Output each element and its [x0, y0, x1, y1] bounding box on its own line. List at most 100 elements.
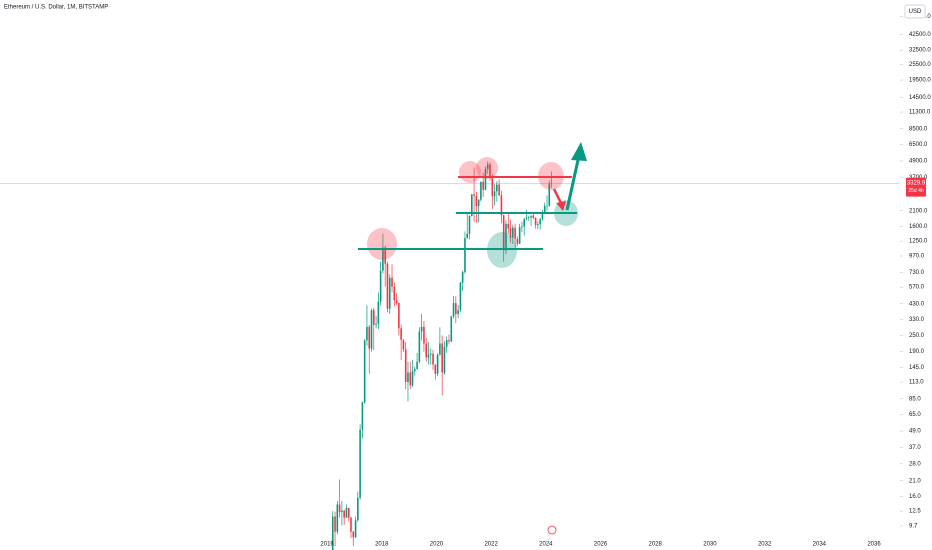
event-icon[interactable]	[547, 525, 557, 535]
candle-body	[347, 507, 350, 518]
y-tick-label: 16.0	[909, 494, 921, 500]
candle-body	[361, 402, 364, 430]
y-tick-label: 1600.0	[909, 224, 928, 230]
candle-body	[459, 282, 462, 311]
currency-label: USD	[909, 9, 922, 15]
candle-body	[484, 168, 487, 190]
arrow-down	[552, 188, 563, 204]
candle-body	[382, 247, 384, 271]
y-tick-label: 25500.0	[909, 62, 931, 68]
candle-body	[411, 371, 414, 386]
candle-body	[500, 195, 503, 216]
candle-body	[377, 301, 380, 324]
candle-body	[391, 277, 393, 287]
y-tick-label: 970.0	[909, 254, 925, 260]
candle-body	[425, 343, 428, 358]
y-tick-label: 42500.0	[909, 32, 931, 38]
candle-body	[345, 507, 348, 518]
candle-body	[439, 343, 441, 355]
arrow-up	[565, 159, 580, 211]
x-tick-label: 2016	[320, 542, 334, 548]
y-tick-label: 21.0	[909, 478, 921, 484]
candle-body	[498, 184, 500, 196]
y-tick-label: 12.5	[909, 509, 921, 515]
x-tick-label: 2024	[539, 542, 553, 548]
y-tick-label: 2100.0	[909, 208, 928, 214]
candle-body	[532, 215, 535, 218]
candle-body	[486, 164, 489, 169]
y-tick-label: 37.0	[909, 445, 921, 451]
candle-body	[523, 219, 525, 227]
candle-body	[480, 181, 482, 200]
candle-body	[409, 372, 412, 386]
candle-body	[402, 339, 405, 350]
candle-body	[384, 247, 386, 264]
candle-body	[530, 215, 532, 218]
candle-body	[477, 199, 480, 207]
x-tick-label: 2018	[375, 542, 389, 548]
candle-body	[434, 364, 437, 374]
candle-body	[343, 510, 345, 518]
y-tick-label: 11300.0	[909, 110, 931, 116]
y-tick-label: 570.0	[909, 285, 925, 291]
candle-body	[493, 191, 496, 197]
y-tick-label: 28.0	[909, 461, 921, 467]
chart-title: Ethereum / U.S. Dollar, 1M, BITSTAMP	[4, 5, 108, 11]
candle-body	[450, 316, 453, 342]
candle-body	[473, 194, 475, 196]
highlight-circle	[476, 157, 498, 179]
candle-body	[407, 372, 409, 383]
candle-body	[341, 510, 343, 513]
candle-body	[429, 353, 432, 355]
y-tick-label: 4900.0	[909, 159, 928, 165]
x-tick-label: 2036	[867, 542, 881, 548]
candle-body	[468, 215, 471, 234]
arrow-head	[571, 142, 587, 161]
candle-body	[464, 238, 466, 273]
candle-body	[372, 310, 375, 325]
price-axis: 57500.042500.032500.025500.019500.014500…	[900, 14, 931, 530]
candle-body	[489, 164, 491, 178]
candle-body	[541, 212, 544, 220]
drawings	[358, 142, 587, 535]
candle-body	[414, 369, 416, 372]
candle-body	[375, 323, 377, 325]
candle-body	[546, 205, 548, 207]
candle-body	[400, 328, 402, 340]
candle-body	[516, 239, 519, 244]
candle-body	[482, 181, 484, 190]
candle-body	[534, 217, 537, 226]
countdown-label: 25d 4h	[908, 188, 924, 194]
x-tick-label: 2026	[594, 542, 608, 548]
candle-body	[461, 272, 464, 283]
candle-body	[366, 326, 368, 341]
candle-body	[507, 223, 510, 229]
candle-body	[354, 520, 357, 538]
candle-body	[393, 286, 396, 301]
candle-body	[537, 224, 539, 226]
y-tick-label: 65.0	[909, 412, 921, 418]
y-tick-label: 330.0	[909, 317, 925, 323]
y-tick-label: 6500.0	[909, 142, 928, 148]
currency-button[interactable]	[904, 4, 926, 19]
y-tick-label: 8500.0	[909, 126, 928, 132]
candle-body	[398, 303, 400, 329]
candle-body	[455, 303, 457, 315]
candle-body	[502, 215, 505, 251]
y-tick-label: 430.0	[909, 301, 925, 307]
candle-body	[448, 340, 450, 342]
candle-body	[420, 326, 423, 332]
candle-body	[395, 300, 398, 304]
candle-body	[388, 277, 391, 309]
candle-body	[404, 349, 407, 383]
candle-body	[527, 217, 530, 218]
candle-body	[457, 310, 459, 315]
candle-body	[441, 343, 443, 373]
candle-body	[548, 183, 551, 206]
y-tick-label: 730.0	[909, 270, 925, 276]
candle-body	[359, 429, 361, 498]
candle-body	[418, 331, 421, 362]
candle-body	[518, 227, 521, 244]
candle-body	[432, 353, 434, 365]
